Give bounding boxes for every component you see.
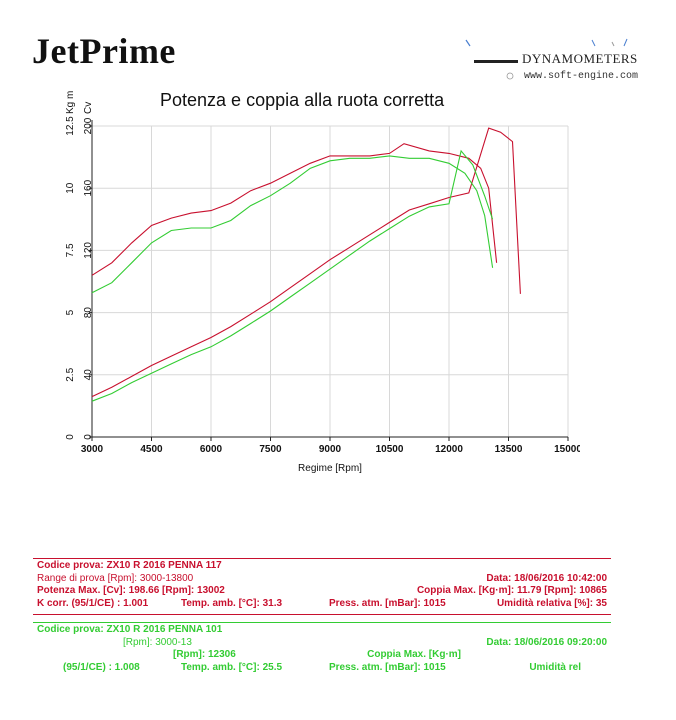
power-tick-label-160: 160 [83, 179, 94, 196]
torque-tick-label-12.5: 12.5 [65, 116, 76, 136]
power-tick-label-200: 200 [83, 117, 94, 134]
run2-humidity: Umidità rel [529, 662, 581, 674]
logo-bar [474, 60, 518, 63]
run1-kcorr: K corr. (95/1/CE) : 1.001 [37, 598, 149, 610]
run2-info-panel: Codice prova: ZX10 R 2016 PENNA 101 [Rpm… [33, 622, 611, 686]
x-tick-label-10500: 10500 [376, 444, 404, 455]
run1-torque-max: Coppia Max. [Kg·m]: 11.79 [Rpm]: 10865 [416, 585, 607, 597]
series-line-2 [91, 143, 498, 276]
run2-torque-max: Coppia Max. [Kg·m] [367, 649, 461, 661]
x-axis-label: Regime [Rpm] [298, 463, 362, 474]
logo-marks [465, 38, 628, 80]
run2-power-max: [Rpm]: 12306 [173, 649, 236, 661]
run2-temp: Temp. amb. [°C]: 25.5 [181, 662, 283, 674]
x-tick-label-6000: 6000 [200, 444, 223, 455]
series-line-4 [91, 155, 494, 294]
chart-grid [92, 125, 569, 437]
run1-date: Data: 18/06/2016 10:42:00 [486, 572, 607, 584]
run1-range: Range di prova [Rpm]: 3000-13800 [37, 572, 194, 584]
series-line-3 [91, 149, 494, 402]
dynamometer-logo: DYNAMOMETERS www.soft-engine.com [462, 36, 662, 86]
series-line-1 [91, 127, 521, 398]
x-tick-label-9000: 9000 [319, 444, 342, 455]
run2-range: [Rpm]: 3000-13 [123, 636, 192, 648]
power-tick-label-80: 80 [83, 307, 94, 319]
x-tick-label-7500: 7500 [259, 444, 282, 455]
run1-info-panel: Codice prova: ZX10 R 2016 PENNA 117 Rang… [33, 558, 611, 615]
chart-axes: 3000 4500 6000 7500 9000 10500 12000 13500 15000… [65, 116, 580, 455]
dyno-chart: 3000 4500 6000 7500 9000 10500 12000 13500 15000… [65, 91, 580, 474]
x-tick-label-13500: 13500 [495, 444, 523, 455]
y-axis-label-power: Cv [83, 102, 94, 114]
y-axis-label-torque: Kg m [65, 91, 76, 114]
x-tick-label-4500: 4500 [140, 444, 163, 455]
run1-pressure: Press. atm. [mBar]: 1015 [329, 598, 446, 610]
chart-series [91, 127, 521, 402]
torque-tick-label-7.5: 7.5 [65, 243, 76, 257]
x-tick-label-3000: 3000 [81, 444, 104, 455]
torque-tick-label-2.5: 2.5 [65, 367, 76, 381]
run2-kcorr: (95/1/CE) : 1.008 [63, 662, 140, 674]
power-tick-label-120: 120 [83, 242, 94, 259]
torque-tick-label-0: 0 [65, 434, 76, 440]
power-tick-label-40: 40 [83, 369, 94, 381]
chart-title: Potenza e coppia alla ruota corretta [160, 90, 445, 110]
torque-tick-label-10: 10 [65, 182, 76, 194]
torque-tick-label-5: 5 [65, 309, 76, 315]
logo-url-text: www.soft-engine.com [524, 71, 639, 82]
run1-temp: Temp. amb. [°C]: 31.3 [181, 598, 283, 610]
x-tick-label-15000: 15000 [554, 444, 580, 455]
run1-power-max: Potenza Max. [Cv]: 198.66 [Rpm]: 13002 [37, 585, 225, 597]
x-tick-label-12000: 12000 [435, 444, 463, 455]
run2-pressure: Press. atm. [mBar]: 1015 [329, 662, 446, 674]
run1-humidity: Umidità relativa [%]: 35 [496, 598, 607, 610]
logo-dynamometers-text: DYNAMOMETERS [522, 51, 638, 66]
brand-logo: JetPrime [32, 31, 176, 71]
power-tick-label-0: 0 [83, 434, 94, 440]
run1-code: Codice prova: ZX10 R 2016 PENNA 117 [37, 560, 222, 571]
run2-date: Data: 18/06/2016 09:20:00 [486, 636, 607, 648]
run2-code: Codice prova: ZX10 R 2016 PENNA 101 [37, 624, 223, 635]
